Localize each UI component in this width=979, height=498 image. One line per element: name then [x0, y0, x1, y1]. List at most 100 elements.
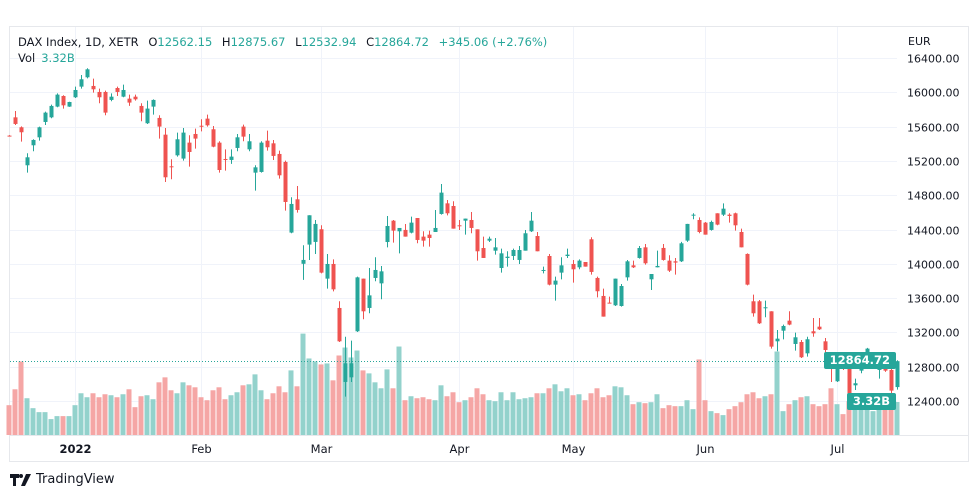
- candle-body: [619, 286, 624, 306]
- candle-body: [193, 133, 198, 139]
- volume-bar: [810, 404, 816, 435]
- candle-body: [223, 159, 228, 161]
- candle-body: [61, 95, 66, 106]
- volume-bar: [840, 414, 846, 435]
- volume-bar: [36, 412, 42, 435]
- candle-body: [133, 96, 138, 100]
- volume-bar: [408, 396, 414, 435]
- volume-bar: [432, 400, 438, 435]
- volume-bar: [402, 400, 408, 435]
- candle-body: [25, 157, 30, 166]
- price-tick-label: 13200.00: [907, 327, 960, 340]
- candle-body: [211, 129, 216, 147]
- candle-body: [847, 361, 852, 401]
- volume-bar: [864, 403, 870, 435]
- price-tick-label: 15200.00: [907, 156, 960, 169]
- ohlc-legend: DAX Index, 1D, XETR O12562.15 H12875.67 …: [18, 35, 547, 49]
- volume-bars: [6, 333, 900, 435]
- change-value: +345.06 (+2.76%): [438, 35, 548, 49]
- candle-body: [91, 85, 96, 90]
- volume-bar: [18, 361, 24, 435]
- volume-bar: [330, 380, 336, 435]
- candle-body: [343, 363, 348, 382]
- candle-body: [295, 199, 300, 210]
- volume-bar: [714, 413, 720, 435]
- candle-body: [121, 89, 126, 97]
- candle-body: [757, 301, 762, 324]
- high-label: H: [221, 35, 231, 49]
- volume-bar: [678, 406, 684, 435]
- candle-body: [733, 213, 738, 226]
- volume-bar: [564, 388, 570, 435]
- candle-body: [667, 260, 672, 271]
- tradingview-logo[interactable]: TradingView: [10, 472, 115, 487]
- candle-body: [463, 218, 468, 221]
- candle-body: [697, 219, 702, 232]
- candle-body: [805, 339, 810, 354]
- volume-bar: [228, 395, 234, 435]
- volume-bar: [348, 357, 354, 435]
- volume-bar: [318, 364, 324, 435]
- volume-bar: [216, 387, 222, 435]
- volume-bar: [354, 350, 360, 435]
- volume-bar: [66, 416, 72, 435]
- volume-bar: [54, 416, 60, 435]
- candle-body: [403, 229, 408, 237]
- volume-bar: [270, 393, 276, 435]
- volume-bar: [684, 400, 690, 435]
- time-axis[interactable]: 2022 Feb Mar Apr May Jun Jul: [59, 442, 844, 456]
- candle-body: [319, 229, 324, 273]
- volume-bar: [720, 415, 726, 435]
- high-value: 12875.67: [230, 35, 286, 49]
- volume-bar: [870, 411, 876, 435]
- volume-bar: [306, 358, 312, 435]
- volume-legend: Vol 3.32B: [18, 51, 75, 65]
- volume-bar: [582, 400, 588, 435]
- candle-body: [79, 79, 84, 87]
- volume-bar: [258, 390, 264, 435]
- candle-body: [781, 325, 786, 331]
- candle-body: [709, 221, 714, 230]
- candle-body: [775, 338, 780, 342]
- volume-bar: [186, 385, 192, 435]
- candle-body: [499, 253, 504, 269]
- volume-bar: [192, 387, 198, 435]
- volume-bar: [834, 404, 840, 435]
- volume-bar: [390, 388, 396, 435]
- volume-bar: [444, 396, 450, 435]
- volume-bar: [750, 392, 756, 435]
- symbol-info[interactable]: DAX Index, 1D, XETR: [18, 35, 139, 49]
- candle-body: [475, 229, 480, 252]
- candle-body: [823, 341, 828, 350]
- price-tick-label: 16400.00: [907, 53, 960, 66]
- volume-bar: [630, 404, 636, 435]
- candle-body: [571, 263, 576, 270]
- volume-bar: [780, 411, 786, 435]
- candle-body: [157, 117, 162, 127]
- candle-body: [301, 259, 306, 264]
- volume-bar: [174, 393, 180, 435]
- volume-bar: [492, 401, 498, 435]
- candle-body: [253, 167, 258, 173]
- candle-body: [241, 126, 246, 137]
- price-axis[interactable]: 16400.00 16000.00 15600.00 15200.00 14800.00…: [907, 53, 960, 409]
- candle-body: [751, 301, 756, 314]
- volume-bar: [558, 391, 564, 435]
- volume-bar: [516, 399, 522, 435]
- candle-body: [307, 215, 312, 245]
- volume-bar: [612, 386, 618, 435]
- candle-body: [385, 225, 390, 243]
- volume-bar: [474, 388, 480, 435]
- volume-bar: [642, 403, 648, 435]
- volume-bar: [438, 385, 444, 435]
- volume-bar: [150, 399, 156, 435]
- candle-body: [745, 253, 750, 285]
- candle-body: [427, 234, 432, 238]
- volume-bar: [42, 412, 48, 435]
- candle-body: [247, 141, 252, 150]
- volume-bar: [672, 406, 678, 435]
- volume-bar: [690, 409, 696, 435]
- volume-bar: [108, 395, 114, 435]
- volume-bar: [768, 394, 774, 435]
